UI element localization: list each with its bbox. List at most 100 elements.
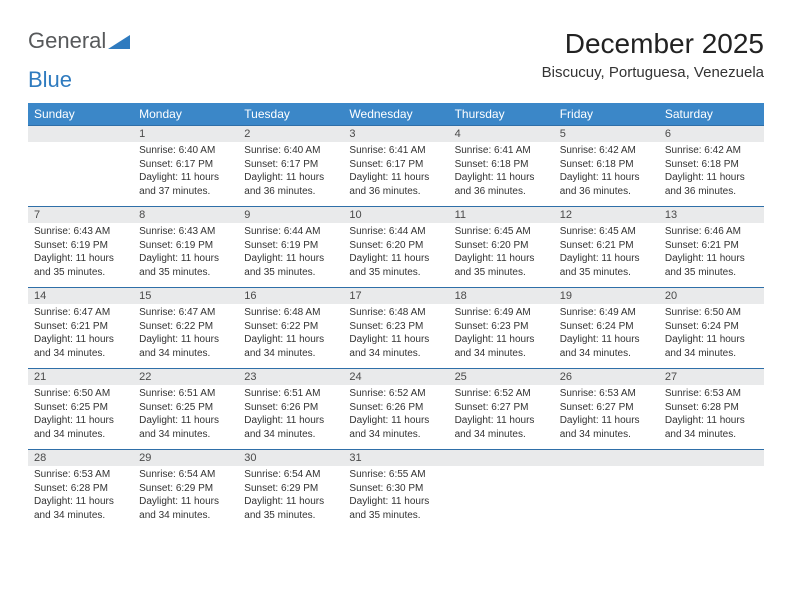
- sunset: Sunset: 6:18 PM: [560, 158, 653, 172]
- sunset: Sunset: 6:19 PM: [139, 239, 232, 253]
- daylight-line1: Daylight: 11 hours: [665, 414, 758, 428]
- daylight-line2: and 35 minutes.: [455, 266, 548, 280]
- daylight-line1: Daylight: 11 hours: [560, 414, 653, 428]
- day-cell: Sunrise: 6:44 AMSunset: 6:19 PMDaylight:…: [238, 223, 343, 288]
- day-number: 10: [343, 207, 448, 224]
- day-number: 7: [28, 207, 133, 224]
- sunrise: Sunrise: 6:48 AM: [349, 306, 442, 320]
- sunset: Sunset: 6:20 PM: [349, 239, 442, 253]
- day-cell: Sunrise: 6:55 AMSunset: 6:30 PMDaylight:…: [343, 466, 448, 530]
- day-number: 3: [343, 126, 448, 143]
- daylight-line2: and 34 minutes.: [560, 347, 653, 361]
- day-number: 9: [238, 207, 343, 224]
- daylight-line2: and 35 minutes.: [560, 266, 653, 280]
- day-cell: Sunrise: 6:48 AMSunset: 6:22 PMDaylight:…: [238, 304, 343, 369]
- day-cell: Sunrise: 6:53 AMSunset: 6:27 PMDaylight:…: [554, 385, 659, 450]
- day-number: [659, 450, 764, 467]
- sunrise: Sunrise: 6:49 AM: [455, 306, 548, 320]
- sunrise: Sunrise: 6:41 AM: [349, 144, 442, 158]
- sunrise: Sunrise: 6:46 AM: [665, 225, 758, 239]
- day-number: 15: [133, 288, 238, 305]
- sunrise: Sunrise: 6:48 AM: [244, 306, 337, 320]
- daylight-line2: and 36 minutes.: [349, 185, 442, 199]
- sunrise: Sunrise: 6:47 AM: [34, 306, 127, 320]
- sunrise: Sunrise: 6:51 AM: [139, 387, 232, 401]
- day-cell: Sunrise: 6:54 AMSunset: 6:29 PMDaylight:…: [238, 466, 343, 530]
- sunset: Sunset: 6:21 PM: [34, 320, 127, 334]
- daylight-line1: Daylight: 11 hours: [139, 333, 232, 347]
- day-number: 26: [554, 369, 659, 386]
- daylight-line2: and 34 minutes.: [34, 428, 127, 442]
- day-cell: Sunrise: 6:44 AMSunset: 6:20 PMDaylight:…: [343, 223, 448, 288]
- day-number: 2: [238, 126, 343, 143]
- daylight-line1: Daylight: 11 hours: [560, 171, 653, 185]
- daylight-line2: and 35 minutes.: [139, 266, 232, 280]
- day-cell: Sunrise: 6:41 AMSunset: 6:18 PMDaylight:…: [449, 142, 554, 207]
- daylight-line2: and 36 minutes.: [665, 185, 758, 199]
- sunset: Sunset: 6:24 PM: [560, 320, 653, 334]
- col-thursday: Thursday: [449, 103, 554, 126]
- sunset: Sunset: 6:21 PM: [560, 239, 653, 253]
- daynum-row: 123456: [28, 126, 764, 143]
- daylight-line1: Daylight: 11 hours: [349, 495, 442, 509]
- daylight-line2: and 34 minutes.: [455, 347, 548, 361]
- day-cell: [554, 466, 659, 530]
- sunset: Sunset: 6:20 PM: [455, 239, 548, 253]
- daylight-line2: and 37 minutes.: [139, 185, 232, 199]
- col-friday: Friday: [554, 103, 659, 126]
- day-cell: Sunrise: 6:41 AMSunset: 6:17 PMDaylight:…: [343, 142, 448, 207]
- day-cell: Sunrise: 6:50 AMSunset: 6:24 PMDaylight:…: [659, 304, 764, 369]
- sunrise: Sunrise: 6:53 AM: [34, 468, 127, 482]
- col-monday: Monday: [133, 103, 238, 126]
- sunset: Sunset: 6:29 PM: [139, 482, 232, 496]
- sunset: Sunset: 6:19 PM: [34, 239, 127, 253]
- location: Biscucuy, Portuguesa, Venezuela: [542, 64, 764, 81]
- sunset: Sunset: 6:27 PM: [560, 401, 653, 415]
- day-cell: Sunrise: 6:45 AMSunset: 6:20 PMDaylight:…: [449, 223, 554, 288]
- day-cell: Sunrise: 6:43 AMSunset: 6:19 PMDaylight:…: [28, 223, 133, 288]
- daylight-line2: and 35 minutes.: [34, 266, 127, 280]
- logo: General: [28, 28, 130, 54]
- day-cell: [449, 466, 554, 530]
- day-number: 14: [28, 288, 133, 305]
- day-cell: Sunrise: 6:48 AMSunset: 6:23 PMDaylight:…: [343, 304, 448, 369]
- sunrise: Sunrise: 6:52 AM: [455, 387, 548, 401]
- logo-triangle-icon: [108, 33, 130, 49]
- weekday-header-row: Sunday Monday Tuesday Wednesday Thursday…: [28, 103, 764, 126]
- daylight-line2: and 35 minutes.: [244, 266, 337, 280]
- day-cell: Sunrise: 6:53 AMSunset: 6:28 PMDaylight:…: [28, 466, 133, 530]
- sunset: Sunset: 6:28 PM: [34, 482, 127, 496]
- day-cell: [659, 466, 764, 530]
- day-number: 8: [133, 207, 238, 224]
- daylight-line1: Daylight: 11 hours: [665, 333, 758, 347]
- content-row: Sunrise: 6:50 AMSunset: 6:25 PMDaylight:…: [28, 385, 764, 450]
- content-row: Sunrise: 6:43 AMSunset: 6:19 PMDaylight:…: [28, 223, 764, 288]
- day-number: 25: [449, 369, 554, 386]
- daylight-line1: Daylight: 11 hours: [349, 252, 442, 266]
- daynum-row: 78910111213: [28, 207, 764, 224]
- daylight-line1: Daylight: 11 hours: [34, 333, 127, 347]
- daylight-line2: and 34 minutes.: [349, 347, 442, 361]
- daylight-line1: Daylight: 11 hours: [139, 414, 232, 428]
- col-tuesday: Tuesday: [238, 103, 343, 126]
- day-number: [28, 126, 133, 143]
- daylight-line1: Daylight: 11 hours: [560, 252, 653, 266]
- daynum-row: 21222324252627: [28, 369, 764, 386]
- content-row: Sunrise: 6:53 AMSunset: 6:28 PM Daylight:…: [28, 466, 764, 530]
- sunrise: Sunrise: 6:41 AM: [455, 144, 548, 158]
- day-cell: Sunrise: 6:50 AMSunset: 6:25 PMDaylight:…: [28, 385, 133, 450]
- content-row: Sunrise: 6:47 AMSunset: 6:21 PMDaylight:…: [28, 304, 764, 369]
- sunrise: Sunrise: 6:47 AM: [139, 306, 232, 320]
- day-cell: Sunrise: 6:47 AMSunset: 6:21 PMDaylight:…: [28, 304, 133, 369]
- sunrise: Sunrise: 6:42 AM: [665, 144, 758, 158]
- col-sunday: Sunday: [28, 103, 133, 126]
- daylight-line2: and 34 minutes.: [665, 347, 758, 361]
- daylight-line1: Daylight: 11 hours: [665, 171, 758, 185]
- day-number: 11: [449, 207, 554, 224]
- daylight-line1: Daylight: 11 hours: [349, 333, 442, 347]
- day-number: 30: [238, 450, 343, 467]
- day-number: 12: [554, 207, 659, 224]
- daylight-line2: and 34 minutes.: [139, 428, 232, 442]
- sunset: Sunset: 6:25 PM: [139, 401, 232, 415]
- col-wednesday: Wednesday: [343, 103, 448, 126]
